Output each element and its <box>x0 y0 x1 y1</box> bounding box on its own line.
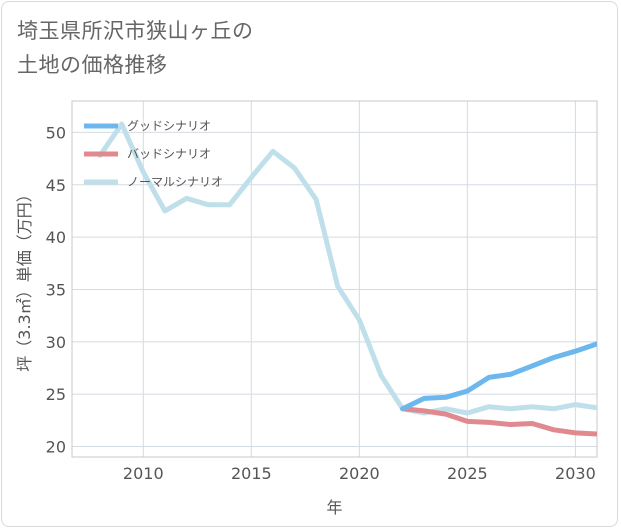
x-tick-label: 2010 <box>123 464 164 483</box>
x-tick-label: 2020 <box>339 464 380 483</box>
y-tick-label: 50 <box>46 123 66 142</box>
y-axis-label: 坪（3.3㎡）単価（万円） <box>15 186 34 371</box>
series-line-2 <box>97 121 597 416</box>
series-line-0 <box>400 341 597 412</box>
legend-label-2: ノーマルシナリオ <box>127 175 223 189</box>
y-tick-label: 25 <box>46 385 66 404</box>
series-line-1 <box>400 406 597 437</box>
x-tick-label: 2030 <box>555 464 596 483</box>
legend-label-0: グッドシナリオ <box>127 119 211 133</box>
y-tick-label: 45 <box>46 176 66 195</box>
x-tick-label: 2015 <box>231 464 272 483</box>
x-tick-label: 2025 <box>447 464 488 483</box>
y-tick-label: 20 <box>46 438 66 457</box>
plot-area-border <box>71 100 598 458</box>
chart-title: 埼玉県所沢市狭山ヶ丘の 土地の価格推移 <box>17 19 254 77</box>
legend-label-1: バッドシナリオ <box>127 147 211 161</box>
y-tick-label: 40 <box>46 228 66 247</box>
grid <box>72 101 597 457</box>
x-axis-label: 年 <box>326 498 342 517</box>
y-tick-label: 35 <box>46 280 66 299</box>
series-lines <box>97 121 597 437</box>
y-tick-label: 30 <box>46 333 66 352</box>
plot-border <box>71 100 598 458</box>
